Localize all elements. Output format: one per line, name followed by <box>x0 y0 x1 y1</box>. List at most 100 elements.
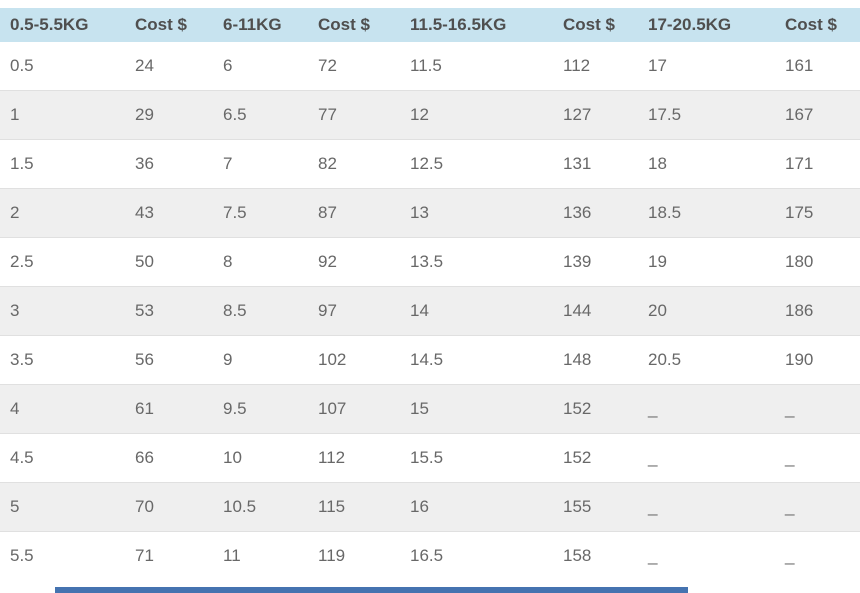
table-cell: 152 <box>563 399 592 418</box>
table-cell: 50 <box>135 252 154 271</box>
table-cell: 15 <box>410 399 429 418</box>
table-cell: 2.5 <box>10 252 34 271</box>
table-cell: 11.5 <box>410 56 442 75</box>
table-cell: _ <box>785 497 795 516</box>
table-row: 2 43 7.5 87 13 136 18.5 175 <box>0 188 860 238</box>
bottom-cutoff-bar <box>55 587 688 593</box>
table-cell: 66 <box>135 448 154 467</box>
table-cell: _ <box>648 546 658 565</box>
table-cell: 115 <box>318 497 346 516</box>
table-cell: 102 <box>318 350 347 369</box>
table-cell: 3 <box>10 301 20 320</box>
table-cell: 14 <box>410 301 429 320</box>
column-header-cost-4: Cost $ <box>785 15 837 34</box>
table-cell: 1 <box>10 105 20 124</box>
table-header-row: 0.5-5.5KG Cost $ 6-11KG Cost $ 11.5-16.5… <box>0 8 860 42</box>
column-header-weight-1: 0.5-5.5KG <box>10 15 89 34</box>
table-cell: 53 <box>135 301 154 320</box>
table-cell: 15.5 <box>410 448 444 467</box>
table-cell: 10.5 <box>223 497 257 516</box>
table-cell: 11 <box>223 546 241 565</box>
table-cell: _ <box>648 399 658 418</box>
table-cell: _ <box>648 448 658 467</box>
table-cell: 77 <box>318 105 337 124</box>
table-cell: 70 <box>135 497 154 516</box>
column-header-weight-4: 17-20.5KG <box>648 15 732 34</box>
table-cell: 3.5 <box>10 350 34 369</box>
table-cell: 14.5 <box>410 350 444 369</box>
table-cell: 148 <box>563 350 592 369</box>
shipping-cost-table: 0.5-5.5KG Cost $ 6-11KG Cost $ 11.5-16.5… <box>0 8 860 580</box>
table-row: 0.5 24 6 72 11.5 112 17 161 <box>0 42 860 91</box>
table-cell: 82 <box>318 154 337 173</box>
table-cell: 9 <box>223 350 233 369</box>
table-cell: 16 <box>410 497 429 516</box>
table-cell: 119 <box>318 546 346 565</box>
column-header-cost-2: Cost $ <box>318 15 370 34</box>
table-cell: 24 <box>135 56 154 75</box>
table-cell: 190 <box>785 350 814 369</box>
table-cell: 6 <box>223 56 233 75</box>
table-row: 1 29 6.5 77 12 127 17.5 167 <box>0 90 860 140</box>
table-cell: 8 <box>223 252 233 271</box>
table-cell: 72 <box>318 56 337 75</box>
table-cell: 18 <box>648 154 667 173</box>
table-cell: 10 <box>223 448 242 467</box>
table-cell: 4.5 <box>10 448 34 467</box>
table-row: 3 53 8.5 97 14 144 20 186 <box>0 286 860 336</box>
table-cell: 186 <box>785 301 814 320</box>
table-cell: 13 <box>410 203 429 222</box>
column-header-cost-1: Cost $ <box>135 15 187 34</box>
table-cell: 56 <box>135 350 154 369</box>
table-cell: 2 <box>10 203 20 222</box>
table-cell: 97 <box>318 301 337 320</box>
table-cell: 127 <box>563 105 592 124</box>
table-cell: 12 <box>410 105 429 124</box>
table-cell: 161 <box>785 56 814 75</box>
table-cell: 180 <box>785 252 814 271</box>
table-cell: 6.5 <box>223 105 247 124</box>
table-cell: _ <box>785 448 795 467</box>
column-header-weight-3: 11.5-16.5KG <box>410 15 507 34</box>
column-header-cost-3: Cost $ <box>563 15 615 34</box>
table-row: 4.5 66 10 112 15.5 152 _ _ <box>0 433 860 483</box>
table-cell: 92 <box>318 252 337 271</box>
table-cell: 18.5 <box>648 203 682 222</box>
column-header-weight-2: 6-11KG <box>223 15 282 34</box>
table-cell: 112 <box>318 448 346 467</box>
table-cell: 158 <box>563 546 592 565</box>
table-cell: 19 <box>648 252 667 271</box>
table-cell: 29 <box>135 105 154 124</box>
table-cell: 36 <box>135 154 154 173</box>
table-cell: 87 <box>318 203 337 222</box>
table-row: 5 70 10.5 115 16 155 _ _ <box>0 482 860 532</box>
table-cell: 13.5 <box>410 252 444 271</box>
table-cell: 7 <box>223 154 233 173</box>
table-cell: 20 <box>648 301 667 320</box>
table-cell: 9.5 <box>223 399 247 418</box>
table-cell: 0.5 <box>10 56 34 75</box>
table-cell: 5 <box>10 497 20 516</box>
table-cell: 171 <box>785 154 814 173</box>
table-row: 3.5 56 9 102 14.5 148 20.5 190 <box>0 335 860 385</box>
table-cell: 131 <box>563 154 592 173</box>
table-cell: 5.5 <box>10 546 34 565</box>
table-row: 5.5 71 11 119 16.5 158 _ _ <box>0 531 860 580</box>
table-cell: 43 <box>135 203 154 222</box>
table-row: 4 61 9.5 107 15 152 _ _ <box>0 384 860 434</box>
table-cell: _ <box>785 399 795 418</box>
table-body: 0.5 24 6 72 11.5 112 17 161 1 29 6.5 77 12 127 17.5 167… <box>0 42 860 580</box>
table-cell: 155 <box>563 497 592 516</box>
table-cell: 4 <box>10 399 20 418</box>
table-row: 2.5 50 8 92 13.5 139 19 180 <box>0 237 860 287</box>
table-cell: 16.5 <box>410 546 444 565</box>
table-cell: 17 <box>648 56 667 75</box>
table-cell: 139 <box>563 252 592 271</box>
table-cell: 144 <box>563 301 592 320</box>
table-cell: 136 <box>563 203 592 222</box>
table-cell: 61 <box>135 399 154 418</box>
table-cell: 8.5 <box>223 301 247 320</box>
table-cell: 167 <box>785 105 814 124</box>
table-cell: 20.5 <box>648 350 682 369</box>
table-cell: 12.5 <box>410 154 444 173</box>
